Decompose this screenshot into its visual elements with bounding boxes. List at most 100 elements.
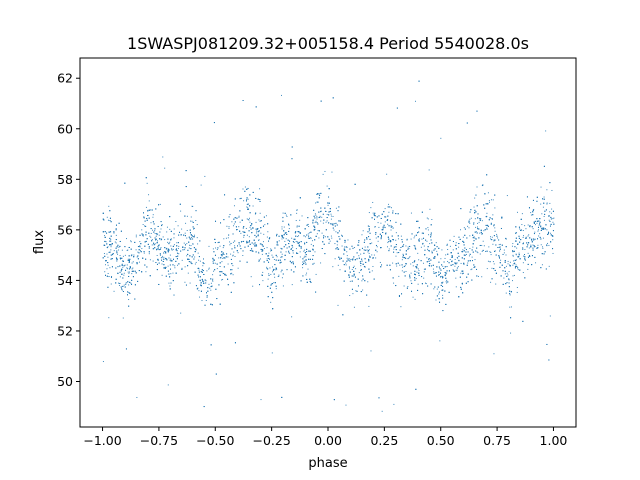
data-point bbox=[376, 216, 378, 218]
data-point bbox=[272, 266, 274, 268]
data-point bbox=[433, 244, 435, 246]
data-point bbox=[467, 251, 469, 253]
data-point bbox=[234, 247, 236, 249]
data-point bbox=[346, 246, 348, 248]
data-point bbox=[472, 243, 474, 245]
data-point bbox=[402, 245, 404, 247]
data-point bbox=[533, 245, 535, 247]
data-point bbox=[456, 269, 458, 271]
data-point bbox=[505, 238, 507, 240]
data-point bbox=[392, 239, 394, 241]
data-point bbox=[451, 256, 453, 258]
data-point bbox=[492, 261, 494, 263]
data-point bbox=[537, 247, 539, 249]
data-point bbox=[282, 235, 284, 237]
data-point bbox=[293, 241, 295, 243]
data-point bbox=[383, 224, 385, 226]
data-point bbox=[490, 281, 492, 283]
data-point bbox=[161, 255, 163, 257]
data-point bbox=[178, 245, 180, 247]
data-point bbox=[515, 264, 517, 266]
data-point bbox=[109, 267, 111, 269]
data-point bbox=[102, 257, 104, 259]
data-point bbox=[226, 225, 228, 227]
data-point bbox=[441, 289, 443, 291]
data-point bbox=[533, 222, 535, 224]
data-point bbox=[233, 218, 235, 220]
data-point bbox=[255, 228, 257, 230]
data-point bbox=[444, 257, 446, 259]
data-point bbox=[217, 247, 219, 249]
data-point bbox=[476, 251, 478, 253]
data-point bbox=[306, 234, 308, 236]
data-point bbox=[545, 130, 547, 132]
data-point bbox=[336, 247, 338, 249]
data-point bbox=[438, 291, 440, 293]
data-point bbox=[432, 264, 434, 266]
data-point bbox=[173, 244, 175, 246]
data-point bbox=[426, 240, 428, 242]
data-point bbox=[163, 267, 165, 269]
data-point bbox=[291, 237, 293, 239]
data-point bbox=[292, 261, 294, 263]
data-point bbox=[501, 216, 503, 218]
data-point bbox=[454, 258, 456, 260]
data-point bbox=[116, 259, 118, 261]
data-point bbox=[229, 244, 231, 246]
data-point bbox=[127, 271, 129, 273]
data-point bbox=[116, 257, 118, 259]
data-point bbox=[327, 204, 329, 206]
data-point bbox=[493, 263, 495, 265]
data-point bbox=[138, 249, 140, 251]
data-point bbox=[261, 274, 263, 276]
data-point bbox=[164, 268, 166, 269]
data-point bbox=[175, 221, 177, 223]
data-point bbox=[459, 238, 461, 240]
data-point bbox=[239, 245, 241, 247]
data-point bbox=[390, 226, 392, 228]
data-point bbox=[225, 256, 227, 258]
data-point bbox=[404, 275, 406, 277]
data-point bbox=[386, 173, 388, 175]
data-point bbox=[107, 246, 109, 248]
data-point bbox=[155, 239, 157, 241]
data-point bbox=[300, 246, 302, 248]
data-point bbox=[255, 197, 257, 199]
data-point bbox=[536, 196, 538, 198]
data-point bbox=[292, 241, 294, 243]
data-point bbox=[225, 237, 227, 239]
data-point bbox=[487, 225, 489, 227]
data-point bbox=[269, 287, 271, 289]
data-point bbox=[118, 282, 120, 284]
data-point bbox=[346, 255, 348, 257]
data-point bbox=[470, 217, 472, 219]
data-point bbox=[425, 282, 426, 284]
data-point bbox=[549, 202, 551, 204]
data-point bbox=[110, 231, 112, 233]
data-point bbox=[415, 388, 417, 390]
data-point bbox=[430, 283, 432, 285]
data-point bbox=[543, 227, 545, 229]
data-point bbox=[487, 260, 489, 262]
data-point bbox=[469, 235, 471, 237]
data-point bbox=[278, 235, 280, 237]
data-point bbox=[109, 220, 111, 222]
data-point bbox=[420, 246, 422, 248]
data-point bbox=[306, 251, 308, 253]
data-point bbox=[198, 269, 200, 271]
data-point bbox=[406, 238, 408, 240]
data-point bbox=[392, 262, 394, 264]
data-point bbox=[432, 268, 434, 270]
data-point bbox=[445, 277, 447, 279]
data-point bbox=[190, 238, 192, 240]
data-point bbox=[154, 233, 156, 235]
data-point bbox=[223, 245, 225, 247]
data-point bbox=[381, 264, 383, 266]
data-point bbox=[527, 244, 529, 246]
data-point bbox=[288, 250, 290, 252]
data-point bbox=[444, 275, 446, 277]
data-point bbox=[460, 286, 462, 288]
data-point bbox=[146, 217, 148, 219]
data-point bbox=[268, 238, 270, 240]
data-point bbox=[434, 286, 436, 288]
